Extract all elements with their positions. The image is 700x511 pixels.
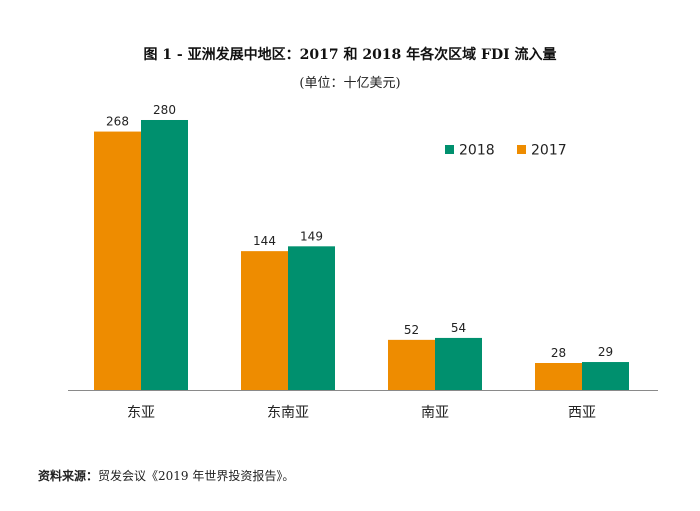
legend-swatch-2017 [517, 145, 526, 154]
x-tick-label-4: 西亚 [568, 405, 596, 421]
data-label-2017-3: 52 [404, 323, 419, 337]
x-tick-label-1: 东亚 [127, 405, 155, 421]
data-label-2018-1: 280 [153, 103, 176, 117]
data-label-2018-4: 29 [598, 345, 613, 359]
data-label-2018-2: 149 [300, 229, 323, 243]
bar-2017-3 [388, 339, 435, 390]
legend-label-2018: 2018 [459, 143, 495, 159]
bar-2017-1 [94, 131, 141, 390]
bar-2018-3 [435, 337, 482, 390]
data-label-2017-2: 144 [253, 234, 276, 248]
bar-2017-2 [241, 251, 288, 390]
bar-2018-2 [288, 246, 335, 390]
data-label-2017-1: 268 [106, 115, 129, 129]
chart-subtitle: (单位：十亿美元) [299, 76, 401, 91]
source-note: 资料来源：贸发会议《2019 年世界投资报告》。 [38, 467, 294, 484]
bar-2017-4 [535, 362, 582, 390]
source-text: 贸发会议《2019 年世界投资报告》。 [98, 469, 295, 483]
bar-2018-4 [582, 362, 629, 390]
x-tick-label-2: 东南亚 [267, 405, 309, 421]
chart-title: 图 1 - 亚洲发展中地区：2017 和 2018 年各次区域 FDI 流入量 [143, 47, 557, 63]
data-label-2018-3: 54 [451, 321, 466, 335]
legend-swatch-2018 [445, 145, 454, 154]
data-label-2017-4: 28 [551, 346, 566, 360]
bar-2018-1 [141, 119, 188, 390]
x-tick-label-3: 南亚 [421, 405, 449, 421]
legend-label-2017: 2017 [531, 143, 567, 159]
source-label: 资料来源： [38, 469, 99, 483]
